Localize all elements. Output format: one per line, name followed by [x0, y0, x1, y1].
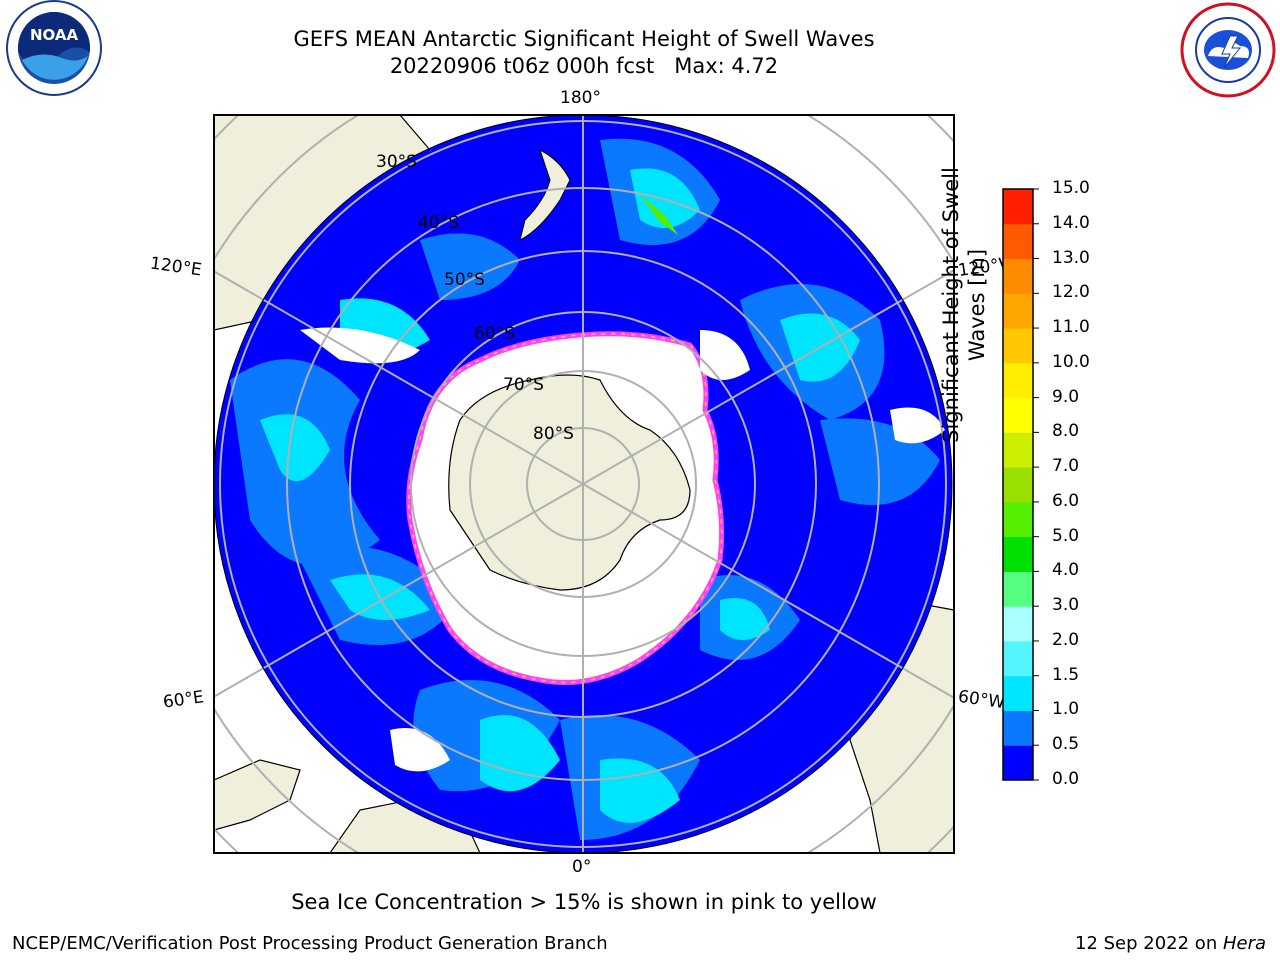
africa-land: [214, 759, 301, 831]
nws-logo: [1180, 2, 1276, 98]
title-line-1: GEFS MEAN Antarctic Significant Height o…: [293, 27, 875, 51]
colorbar-swatch: [1003, 675, 1033, 711]
lon-label-180: 180°: [560, 88, 601, 108]
new-zealand-land: [519, 149, 571, 241]
colorbar-tick-label: 13.0: [1052, 247, 1090, 268]
lat-label-50s: 50°S: [444, 270, 485, 290]
colorbar-swatch: [1003, 258, 1033, 294]
noaa-logo: NOAA: [6, 0, 102, 96]
colorbar-tick-label: 10.0: [1052, 351, 1090, 372]
sea-ice-note: Sea Ice Concentration > 15% is shown in …: [291, 890, 877, 914]
colorbar-tick-label: 15.0: [1052, 178, 1090, 198]
lat-label-30s: 30°S: [376, 152, 417, 172]
colorbar-swatch: [1003, 189, 1033, 225]
colorbar-tick-label: 12.0: [1052, 282, 1090, 303]
graticule: [214, 115, 954, 853]
title-line-2: 20220906 t06z 000h fcst Max: 4.72: [389, 54, 779, 78]
colorbar-swatch: [1003, 362, 1033, 399]
colorbar-swatch: [1003, 328, 1033, 364]
colorbar-tick-label: 1.5: [1052, 664, 1080, 685]
colorbar-tick-label: 0.0: [1052, 769, 1080, 789]
swell-field: [230, 138, 940, 840]
colorbar-swatch: [1003, 606, 1033, 642]
footer-host: Hera: [1222, 933, 1266, 954]
colorbar-label-line-1: Significant Height of Swell: [939, 167, 963, 443]
colorbar-swatch: [1003, 432, 1033, 468]
lat-label-70s: 70°S: [503, 375, 544, 395]
footer-date: 12 Sep 2022 on Hera: [1075, 933, 1266, 954]
footer-credit: NCEP/EMC/Verification Post Processing Pr…: [12, 933, 608, 954]
lon-label-0: 0°: [572, 857, 592, 877]
colorbar-swatch: [1003, 501, 1033, 538]
lat-label-60s: 60°S: [474, 324, 515, 344]
chart-title: GEFS MEAN Antarctic Significant Height o…: [214, 26, 954, 80]
colorbar-tick-label: 1.0: [1052, 699, 1080, 720]
colorbar-tick-label: 11.0: [1052, 317, 1090, 338]
colorbar-swatch: [1003, 467, 1033, 503]
colorbar-tick-label: 6.0: [1052, 490, 1080, 511]
colorbar-swatch: [1003, 536, 1033, 572]
colorbar-swatch: [1003, 640, 1033, 677]
antarctica-land: [448, 374, 691, 591]
colorbar-tick-label: 5.0: [1052, 525, 1080, 546]
colorbar-tick-label: 2.0: [1052, 629, 1080, 650]
colorbar-swatch: [1003, 223, 1033, 260]
colorbar-tick-label: 9.0: [1052, 386, 1080, 407]
colorbar-tick-label: 0.5: [1052, 734, 1080, 755]
colorbar-tick-label: 3.0: [1052, 595, 1080, 616]
colorbar-tick-label: 7.0: [1052, 456, 1080, 477]
colorbar-tick-label: 14.0: [1052, 212, 1090, 233]
colorbar-swatch: [1003, 293, 1033, 329]
colorbar-label-line-2: Waves [m]: [965, 248, 989, 362]
colorbar-frame: [1002, 188, 1034, 781]
colorbar-swatch: [1003, 710, 1033, 746]
noaa-logo-text: NOAA: [30, 26, 79, 44]
colorbar-swatch: [1003, 397, 1033, 433]
colorbar-swatch: [1003, 571, 1033, 607]
lat-label-40s: 40°S: [418, 213, 459, 233]
colorbar-label: Significant Height of Swell Waves [m]: [938, 125, 990, 485]
footer-date-text: 12 Sep 2022 on: [1075, 933, 1223, 954]
colorbar-swatch: [1003, 745, 1033, 781]
colorbar-tick-label: 8.0: [1052, 421, 1080, 442]
colorbar-tick-label: 4.0: [1052, 560, 1080, 581]
lat-label-80s: 80°S: [533, 424, 574, 444]
